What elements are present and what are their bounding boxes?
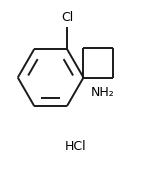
Text: HCl: HCl <box>65 140 87 153</box>
Text: Cl: Cl <box>61 11 73 25</box>
Text: NH₂: NH₂ <box>91 86 115 99</box>
